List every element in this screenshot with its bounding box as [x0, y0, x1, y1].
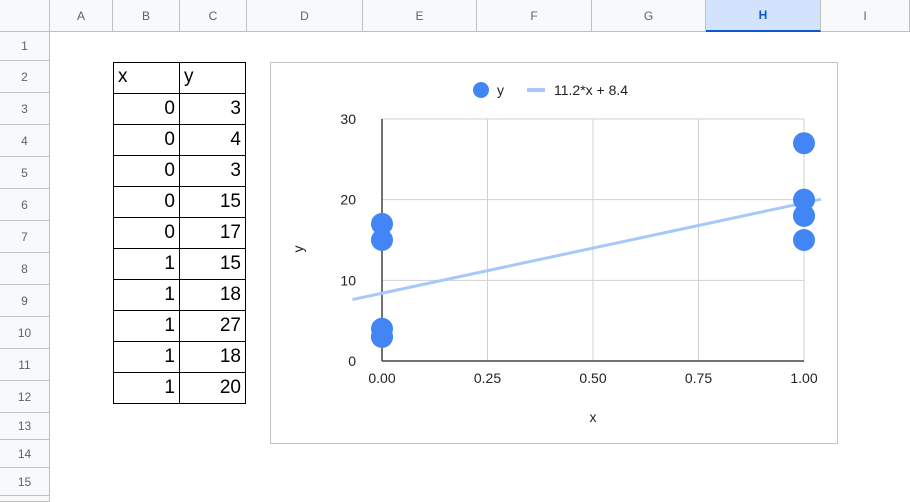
row-header-10[interactable]: 10	[0, 317, 50, 349]
column-header-g[interactable]: G	[592, 0, 706, 32]
row-header-16-partial	[0, 496, 50, 502]
row-header-13[interactable]: 13	[0, 413, 50, 440]
table-row: 1 18	[113, 279, 246, 311]
table-row: 1 18	[113, 341, 246, 373]
y-tick-label: 0	[348, 353, 356, 369]
column-header-b[interactable]: B	[113, 0, 180, 32]
row-header-2[interactable]: 2	[0, 61, 50, 93]
cell-y[interactable]: 3	[179, 155, 246, 187]
row-header-15[interactable]: 15	[0, 468, 50, 496]
column-header-i[interactable]: I	[821, 0, 910, 32]
trendline	[352, 197, 822, 302]
row-header-9[interactable]: 9	[0, 285, 50, 317]
data-point	[793, 204, 815, 227]
row-header-6[interactable]: 6	[0, 189, 50, 221]
row-header-4[interactable]: 4	[0, 125, 50, 157]
x-tick-label: 0.00	[368, 370, 395, 386]
x-axis-title: x	[590, 409, 597, 425]
cell-y[interactable]: 3	[179, 93, 246, 125]
cell-y[interactable]: 27	[179, 310, 246, 342]
cell-header-x[interactable]: x	[113, 62, 180, 94]
column-header-e[interactable]: E	[363, 0, 477, 32]
table-header-row: x y	[113, 62, 246, 94]
row-header-12[interactable]: 12	[0, 381, 50, 413]
cell-x[interactable]: 1	[113, 279, 180, 311]
cell-y[interactable]: 15	[179, 186, 246, 218]
legend-trendline-label: 11.2*x + 8.4	[554, 82, 628, 98]
cell-x[interactable]: 1	[113, 372, 180, 404]
column-header-h[interactable]: H	[706, 0, 821, 32]
cell-x[interactable]: 1	[113, 310, 180, 342]
table-row: 1 20	[113, 372, 246, 404]
chart-svg: 0.00 0.25 0.50 0.75 1.00 0 10 20 30 y 11.2*x + 8…	[290, 82, 822, 425]
table-row: 1 27	[113, 310, 246, 342]
cell-header-y[interactable]: y	[179, 62, 246, 94]
data-point	[793, 132, 815, 155]
cell-y[interactable]: 20	[179, 372, 246, 404]
data-point	[371, 229, 393, 251]
cell-y[interactable]: 17	[179, 217, 246, 249]
data-point	[371, 212, 393, 235]
legend-series-marker	[473, 82, 489, 98]
x-tick-label: 0.50	[579, 370, 606, 386]
data-point	[371, 325, 393, 348]
column-header-f[interactable]: F	[477, 0, 592, 32]
cell-x[interactable]: 0	[113, 93, 180, 125]
scatter-chart[interactable]: 0.00 0.25 0.50 0.75 1.00 0 10 20 30 y 11.2*x + 8…	[270, 62, 838, 444]
row-header-11[interactable]: 11	[0, 349, 50, 381]
table-row: 0 17	[113, 217, 246, 249]
row-header-7[interactable]: 7	[0, 221, 50, 253]
row-header-5[interactable]: 5	[0, 157, 50, 189]
y-tick-label: 10	[340, 272, 356, 288]
x-tick-label: 1.00	[790, 370, 817, 386]
table-row: 0 15	[113, 186, 246, 218]
table-row: 1 15	[113, 248, 246, 280]
column-header-a[interactable]: A	[50, 0, 113, 32]
data-point	[793, 229, 815, 251]
row-header-14[interactable]: 14	[0, 440, 50, 468]
x-tick-label: 0.25	[474, 370, 501, 386]
row-header-3[interactable]: 3	[0, 93, 50, 125]
row-header-1[interactable]: 1	[0, 32, 50, 61]
cell-x[interactable]: 0	[113, 186, 180, 218]
cell-x[interactable]: 1	[113, 341, 180, 373]
column-header-d[interactable]: D	[247, 0, 363, 32]
column-header-c[interactable]: C	[180, 0, 247, 32]
cell-x[interactable]: 0	[113, 155, 180, 187]
cell-x[interactable]: 0	[113, 217, 180, 249]
x-tick-label: 0.75	[685, 370, 712, 386]
cell-y[interactable]: 18	[179, 279, 246, 311]
legend-series-label: y	[497, 82, 504, 98]
cell-y[interactable]: 4	[179, 124, 246, 156]
y-tick-label: 20	[340, 192, 356, 208]
y-tick-label: 30	[340, 111, 356, 127]
cell-x[interactable]: 0	[113, 124, 180, 156]
cell-y[interactable]: 15	[179, 248, 246, 280]
y-axis-title: y	[290, 246, 306, 253]
row-header-8[interactable]: 8	[0, 253, 50, 285]
data-point	[793, 188, 815, 211]
cell-x[interactable]: 1	[113, 248, 180, 280]
cell-y[interactable]: 18	[179, 341, 246, 373]
select-all-corner[interactable]	[0, 0, 50, 32]
